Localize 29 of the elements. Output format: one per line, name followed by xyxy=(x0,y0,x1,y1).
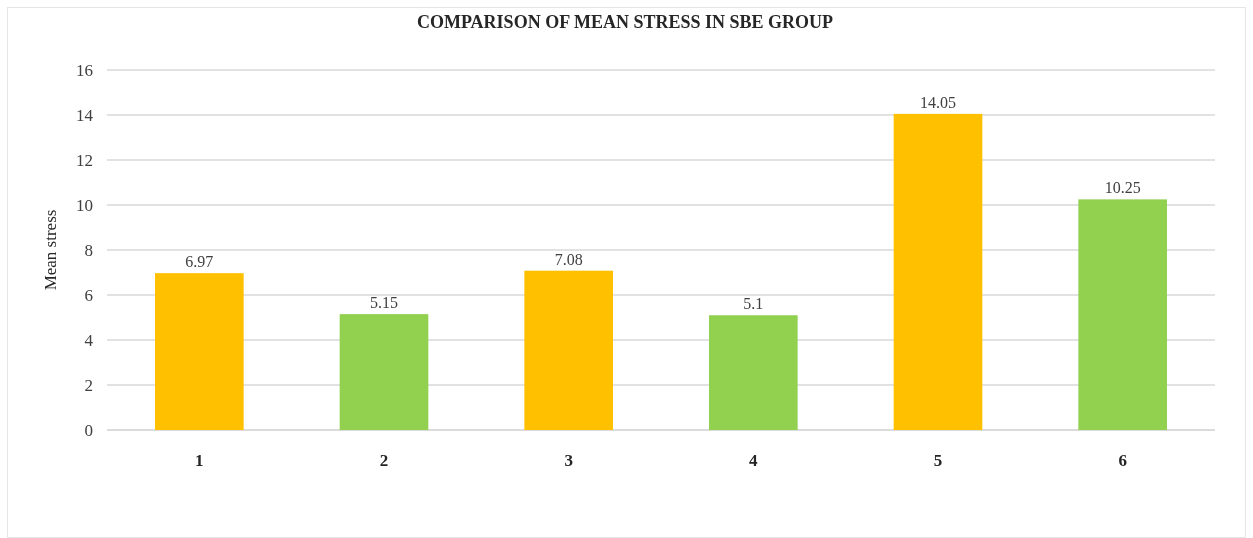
data-label: 5.15 xyxy=(370,294,398,312)
data-label: 7.08 xyxy=(554,250,583,268)
x-tick-label: 4 xyxy=(749,450,759,470)
y-tick-label: 12 xyxy=(76,150,93,170)
data-label: 6.97 xyxy=(185,253,214,271)
bar xyxy=(524,270,613,430)
data-label: 10.25 xyxy=(1104,179,1141,197)
y-tick-label: 2 xyxy=(84,375,93,395)
bar xyxy=(709,315,798,430)
data-label: 5.1 xyxy=(743,295,764,313)
bar xyxy=(339,314,429,430)
x-tick-label: 1 xyxy=(195,450,204,470)
y-tick-label: 14 xyxy=(76,105,94,125)
bar xyxy=(1078,199,1167,430)
x-tick-label: 2 xyxy=(379,450,389,470)
data-label: 14.05 xyxy=(920,93,956,111)
x-tick-label: 3 xyxy=(564,450,573,470)
y-tick-label: 8 xyxy=(84,240,93,260)
chart-title: COMPARISON OF MEAN STRESS IN SBE GROUP xyxy=(416,12,834,32)
y-tick-label: 0 xyxy=(84,420,93,440)
y-tick-label: 16 xyxy=(76,60,93,80)
x-tick-label: 6 xyxy=(1118,450,1127,470)
bar xyxy=(155,273,244,430)
x-tick-label: 5 xyxy=(933,450,943,470)
y-axis-title: Mean stress xyxy=(40,209,60,291)
y-tick-label: 4 xyxy=(84,330,94,350)
y-tick-label: 10 xyxy=(76,195,93,215)
bar xyxy=(893,113,983,430)
y-tick-label: 6 xyxy=(84,285,93,305)
